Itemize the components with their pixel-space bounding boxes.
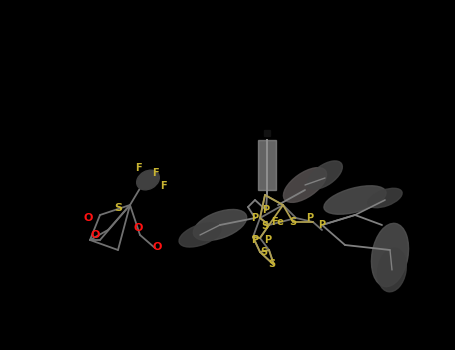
Text: S: S: [268, 259, 276, 269]
Ellipse shape: [308, 161, 342, 189]
Ellipse shape: [283, 168, 327, 202]
Text: F: F: [160, 181, 167, 191]
Ellipse shape: [368, 188, 402, 208]
Text: P: P: [263, 205, 269, 215]
Ellipse shape: [378, 248, 406, 292]
Ellipse shape: [179, 223, 221, 247]
Text: O: O: [133, 223, 143, 233]
Text: S: S: [114, 203, 122, 213]
Text: Fe: Fe: [272, 217, 284, 227]
Text: O: O: [152, 242, 162, 252]
Text: P: P: [318, 220, 326, 230]
Text: S: S: [289, 217, 297, 227]
Text: O: O: [90, 230, 100, 240]
Text: S: S: [260, 247, 268, 257]
Text: F: F: [135, 163, 142, 173]
Text: S: S: [262, 221, 268, 231]
Text: P: P: [306, 213, 313, 223]
Ellipse shape: [324, 186, 386, 214]
Bar: [258, 140, 276, 190]
Text: F: F: [152, 168, 158, 178]
Text: P: P: [252, 235, 258, 245]
Ellipse shape: [193, 210, 247, 240]
Text: P: P: [252, 213, 258, 223]
Text: O: O: [83, 213, 93, 223]
Ellipse shape: [136, 170, 159, 190]
Ellipse shape: [371, 223, 409, 287]
Text: P: P: [264, 235, 272, 245]
